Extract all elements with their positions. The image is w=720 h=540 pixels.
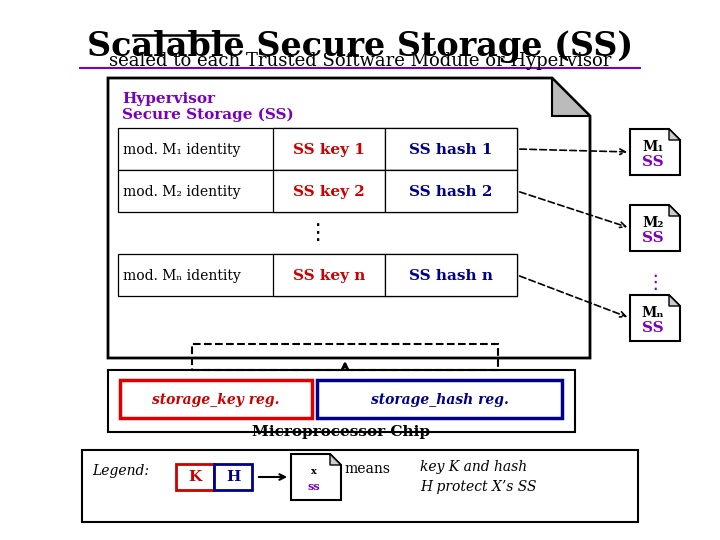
Text: Microprocessor Chip: Microprocessor Chip [253,425,431,439]
FancyBboxPatch shape [118,170,517,212]
FancyBboxPatch shape [273,128,385,170]
Text: SS: SS [642,155,664,169]
FancyBboxPatch shape [120,380,312,418]
Polygon shape [552,78,590,116]
Text: Secure Storage (SS): Secure Storage (SS) [122,108,294,123]
Text: SS hash 2: SS hash 2 [409,185,492,199]
Text: sealed to each Trusted Software Module or Hypervisor: sealed to each Trusted Software Module o… [109,52,611,70]
Polygon shape [108,78,590,358]
Text: K: K [189,470,202,484]
FancyBboxPatch shape [273,254,385,296]
Text: SS hash 1: SS hash 1 [409,143,492,157]
FancyBboxPatch shape [385,128,517,170]
Text: Scalable Secure Storage (SS): Scalable Secure Storage (SS) [87,30,633,63]
Polygon shape [669,205,680,216]
Text: storage_key reg.: storage_key reg. [152,393,280,407]
Text: M₁: M₁ [642,140,664,154]
Text: M₂: M₂ [642,216,664,230]
FancyBboxPatch shape [108,370,575,432]
Text: key K and hash: key K and hash [420,460,527,474]
Text: SS hash n: SS hash n [409,269,493,283]
FancyBboxPatch shape [385,170,517,212]
Polygon shape [669,129,680,140]
FancyBboxPatch shape [214,464,252,490]
FancyBboxPatch shape [273,170,385,212]
Polygon shape [630,205,680,251]
Text: H protect X’s SS: H protect X’s SS [420,480,536,494]
Polygon shape [630,295,680,341]
Text: Hypervisor: Hypervisor [122,92,215,106]
Polygon shape [630,129,680,175]
Text: SS key 1: SS key 1 [293,143,365,157]
FancyBboxPatch shape [176,464,214,490]
Text: Legend:: Legend: [92,464,149,478]
Text: SS key n: SS key n [293,269,365,283]
Text: ss: ss [307,482,320,492]
Polygon shape [291,454,341,500]
Text: ⋮: ⋮ [307,223,328,243]
Polygon shape [330,454,341,465]
Polygon shape [669,295,680,306]
FancyBboxPatch shape [82,450,638,522]
Text: SS: SS [642,321,664,335]
Text: Mₙ: Mₙ [642,306,665,320]
Text: ⋮: ⋮ [645,273,665,293]
Text: mod. M₁ identity: mod. M₁ identity [123,143,240,157]
Text: H: H [226,470,240,484]
FancyBboxPatch shape [118,254,517,296]
Text: storage_hash reg.: storage_hash reg. [371,393,508,407]
Text: SS key 2: SS key 2 [293,185,365,199]
FancyBboxPatch shape [317,380,562,418]
Text: means: means [344,462,390,476]
Text: x: x [311,468,317,476]
Text: SS: SS [642,231,664,245]
FancyBboxPatch shape [118,128,517,170]
FancyBboxPatch shape [385,254,517,296]
Text: mod. M₂ identity: mod. M₂ identity [123,185,240,199]
Text: mod. Mₙ identity: mod. Mₙ identity [123,269,240,283]
